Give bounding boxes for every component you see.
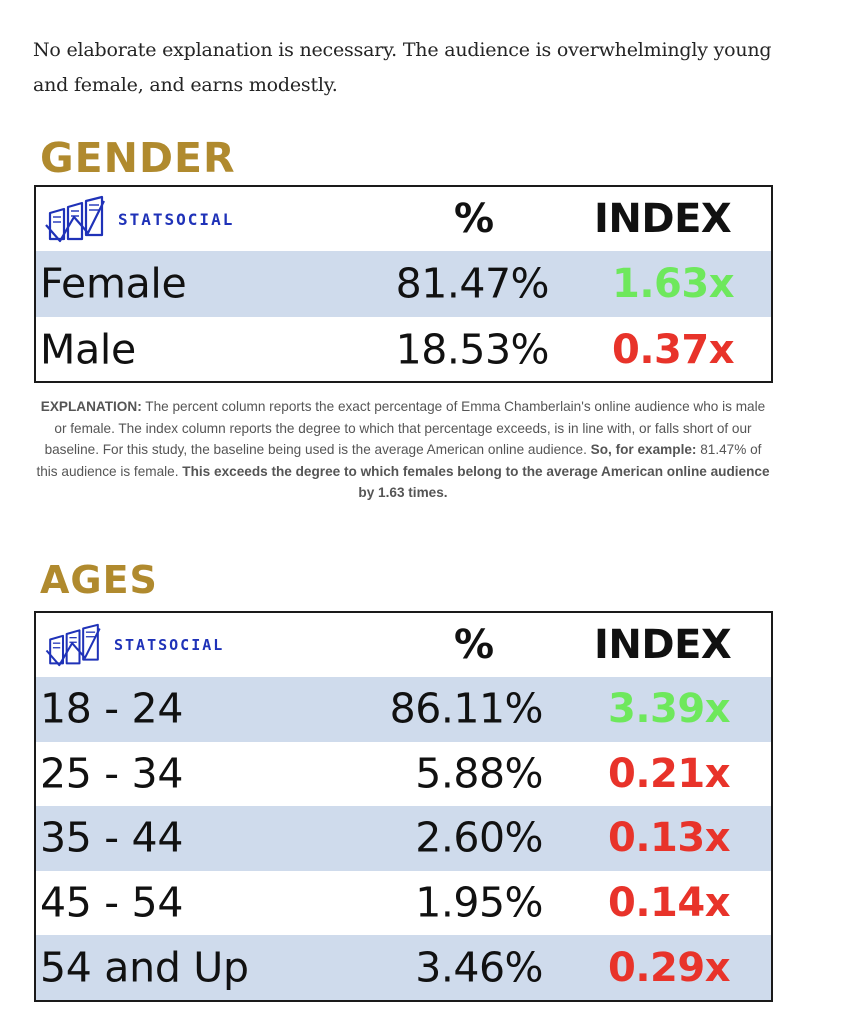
row-percent: 3.46% xyxy=(415,943,543,992)
row-label: Male xyxy=(40,325,136,374)
table-row: 54 and Up 3.46% 0.29x xyxy=(36,935,771,1000)
explanation-conclusion: This exceeds the degree to which females… xyxy=(182,463,770,501)
table-row: 18 - 24 86.11% 3.39x xyxy=(36,677,771,742)
row-percent: 5.88% xyxy=(415,749,543,798)
statsocial-brand: STATSOCIAL xyxy=(44,623,224,667)
index-column-header: INDEX xyxy=(594,196,732,242)
statsocial-logo-icon xyxy=(44,195,108,243)
table-row: 45 - 54 1.95% 0.14x xyxy=(36,871,771,936)
row-percent: 86.11% xyxy=(389,684,544,733)
row-label: 45 - 54 xyxy=(40,878,184,927)
table-row: 25 - 34 5.88% 0.21x xyxy=(36,742,771,807)
explanation-body: The percent column reports the exact per… xyxy=(44,399,766,457)
ages-table: STATSOCIAL % INDEX 18 - 24 86.11% 3.39x … xyxy=(34,611,773,1002)
row-label: Female xyxy=(40,259,187,308)
explanation-lead: EXPLANATION: xyxy=(40,399,142,414)
gender-table: STATSOCIAL % INDEX Female 81.47% 1.63x M… xyxy=(34,185,773,383)
row-index: 0.37x xyxy=(612,327,735,373)
statsocial-brand-name: STATSOCIAL xyxy=(114,636,225,654)
explanation-example-body: 81.47% of this audience is female. xyxy=(36,442,762,479)
gender-table-header: STATSOCIAL % INDEX xyxy=(36,187,771,251)
row-percent: 18.53% xyxy=(395,325,550,374)
table-row: Male 18.53% 0.37x xyxy=(36,317,771,383)
row-label: 25 - 34 xyxy=(40,749,184,798)
row-index: 3.39x xyxy=(608,686,731,733)
table-row: 35 - 44 2.60% 0.13x xyxy=(36,806,771,871)
row-index: 0.14x xyxy=(608,880,731,927)
row-label: 18 - 24 xyxy=(40,684,184,733)
row-label: 54 and Up xyxy=(40,943,249,992)
index-column-header: INDEX xyxy=(594,622,732,668)
row-index: 0.21x xyxy=(608,750,731,797)
row-index: 0.29x xyxy=(608,944,731,991)
statsocial-logo-icon xyxy=(44,623,104,667)
intro-paragraph: No elaborate explanation is necessary. T… xyxy=(33,39,772,96)
row-index: 0.13x xyxy=(608,815,731,862)
percent-column-header: % xyxy=(454,196,495,242)
explanation-caption: EXPLANATION: The percent column reports … xyxy=(33,396,773,504)
ages-table-header: STATSOCIAL % INDEX xyxy=(36,613,771,677)
table-row: Female 81.47% 1.63x xyxy=(36,251,771,317)
statsocial-brand-name: STATSOCIAL xyxy=(118,209,235,229)
explanation-example-lead: So, for example: xyxy=(590,442,697,457)
row-percent: 81.47% xyxy=(395,259,550,308)
gender-section-title: GENDER xyxy=(40,134,236,182)
row-percent: 1.95% xyxy=(415,878,543,927)
percent-column-header: % xyxy=(454,622,495,668)
row-label: 35 - 44 xyxy=(40,813,184,862)
ages-section-title: AGES xyxy=(40,558,158,602)
statsocial-brand: STATSOCIAL xyxy=(44,195,234,243)
row-percent: 2.60% xyxy=(415,813,543,862)
row-index: 1.63x xyxy=(612,261,735,307)
